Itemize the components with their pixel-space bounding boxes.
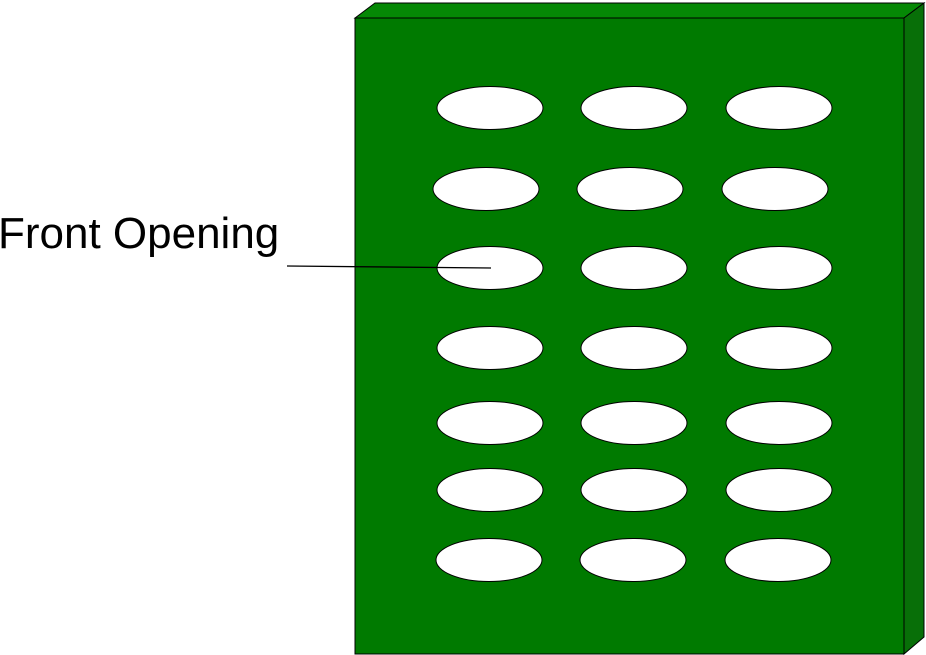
- opening-r7-c1: [435, 538, 543, 582]
- opening-r3-c3: [725, 246, 833, 290]
- opening-r7-c3: [724, 538, 832, 582]
- label-leader-line: [286, 265, 492, 269]
- opening-r4-c1: [436, 326, 544, 370]
- opening-r5-c2: [580, 401, 688, 445]
- opening-r7-c2: [579, 538, 687, 582]
- opening-r5-c3: [725, 401, 833, 445]
- opening-r1-c2: [580, 86, 688, 130]
- opening-r4-c3: [725, 326, 833, 370]
- opening-r6-c1: [436, 468, 544, 512]
- opening-r4-c2: [580, 326, 688, 370]
- opening-r2-c2: [576, 167, 684, 211]
- opening-r3-c2: [580, 246, 688, 290]
- opening-r1-c1: [436, 86, 544, 130]
- front-opening-label: Front Opening: [0, 209, 279, 258]
- panel-side-face: [903, 2, 925, 655]
- opening-r5-c1: [436, 401, 544, 445]
- opening-r2-c1: [432, 167, 540, 211]
- opening-r6-c2: [580, 468, 688, 512]
- opening-r2-c3: [721, 167, 829, 211]
- openings-grid: [432, 86, 833, 582]
- opening-r1-c3: [725, 86, 833, 130]
- panel-top-face: [353, 2, 926, 19]
- opening-r6-c3: [725, 468, 833, 512]
